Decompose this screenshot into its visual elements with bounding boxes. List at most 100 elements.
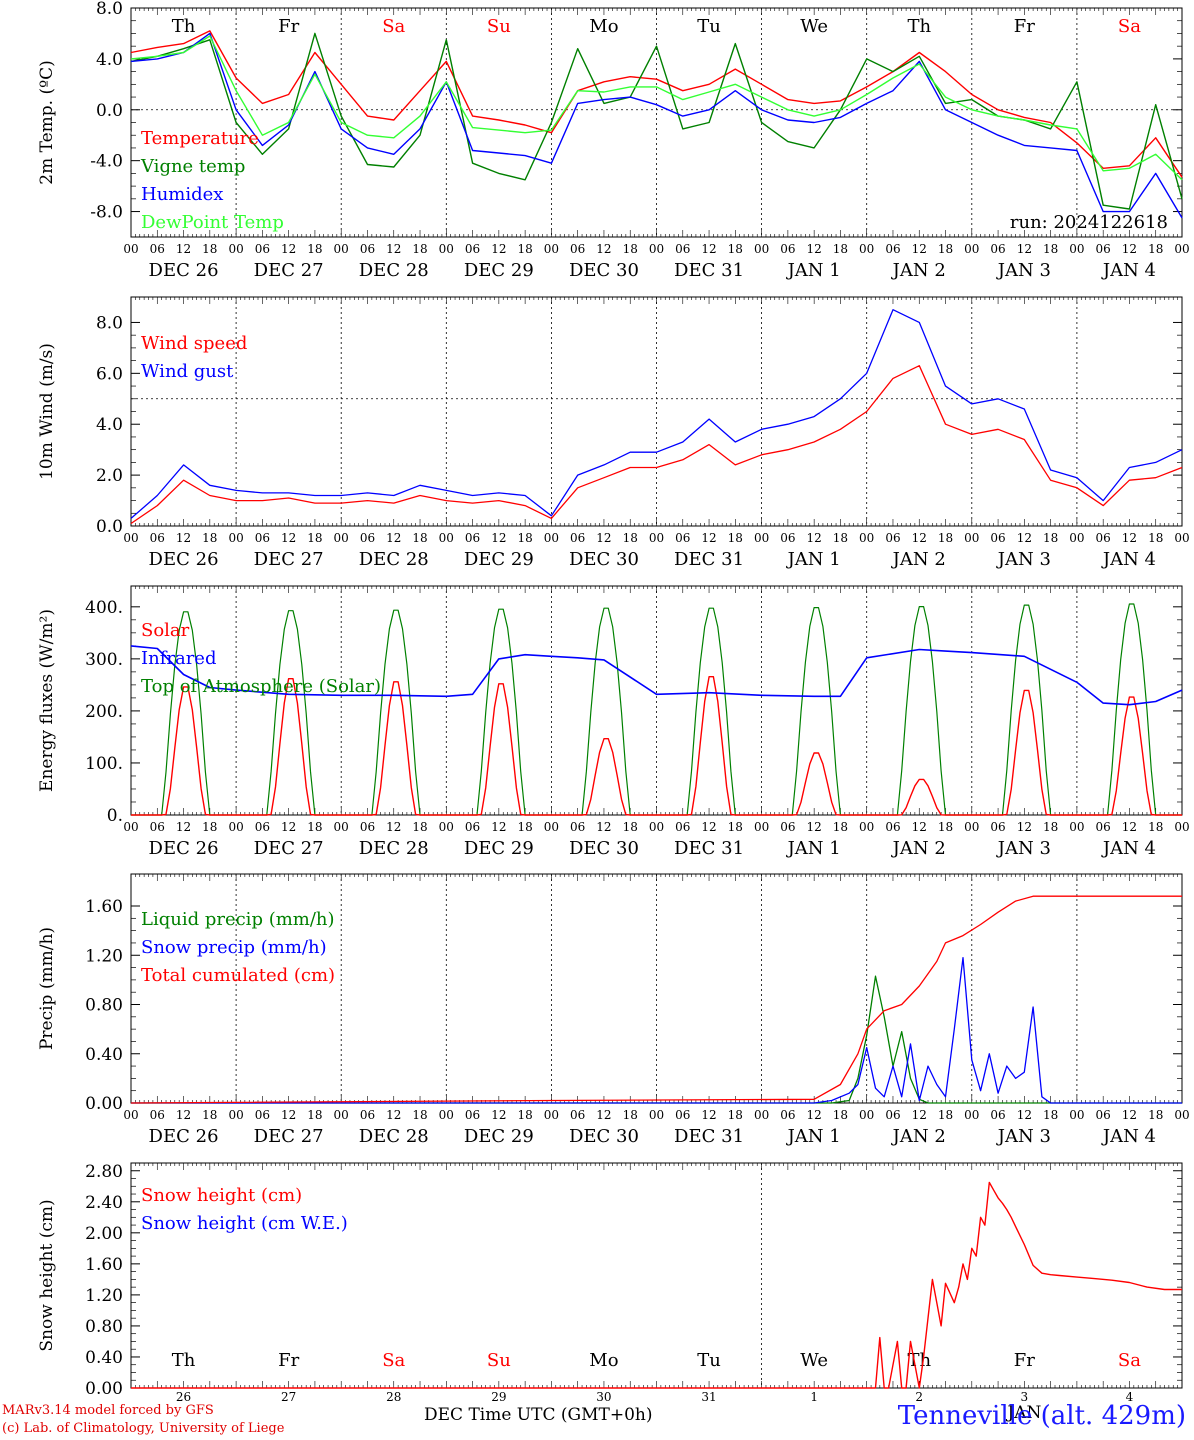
hour-tick-label: 12 <box>701 1108 716 1122</box>
hour-tick-label: 00 <box>859 531 874 545</box>
hour-tick-label: 12 <box>281 1108 296 1122</box>
hour-tick-label: 12 <box>281 820 296 834</box>
hour-tick-label: 18 <box>938 531 953 545</box>
legend-entry: Liquid precip (mm/h) <box>141 909 335 930</box>
hour-tick-label: 06 <box>1096 820 1111 834</box>
hour-tick-label: 18 <box>412 1108 427 1122</box>
hour-tick-label: 06 <box>885 242 900 256</box>
hour-tick-label: 06 <box>360 242 375 256</box>
hour-tick-label: 06 <box>255 1108 270 1122</box>
hour-tick-label: 18 <box>1043 820 1058 834</box>
hour-tick-label: 18 <box>517 531 532 545</box>
y-tick-label: 100. <box>85 754 123 774</box>
hour-tick-label: 18 <box>938 1108 953 1122</box>
hour-tick-label: 06 <box>885 820 900 834</box>
hour-tick-label: 12 <box>386 820 401 834</box>
hour-tick-label: 18 <box>202 1108 217 1122</box>
legend-entry: DewPoint Temp <box>141 212 284 233</box>
hour-tick-label: 00 <box>1174 820 1189 834</box>
hour-tick-label: 00 <box>228 242 243 256</box>
date-label: DEC 28 <box>359 549 429 570</box>
hour-tick-label: 00 <box>859 242 874 256</box>
hour-tick-label: 00 <box>123 1108 138 1122</box>
hour-tick-label: 00 <box>1174 1108 1189 1122</box>
date-label: JAN 1 <box>786 260 841 281</box>
hour-tick-label: 06 <box>675 820 690 834</box>
legend-entry: Solar <box>141 620 190 641</box>
hour-tick-label: 00 <box>754 820 769 834</box>
date-label: DEC 31 <box>674 838 744 859</box>
y-tick-label: 4.0 <box>96 50 123 70</box>
precip-series-line <box>130 895 1182 1104</box>
weekday-label: We <box>800 16 828 37</box>
date-label: JAN 2 <box>891 1126 946 1147</box>
hour-tick-label: 06 <box>885 1108 900 1122</box>
date-label: DEC 28 <box>359 1126 429 1147</box>
weekday-label: Fr <box>1014 16 1035 37</box>
weekday-label: Mo <box>589 1350 618 1371</box>
weekday-label: Sa <box>382 16 405 37</box>
hour-tick-label: 12 <box>1122 1108 1137 1122</box>
hour-tick-label: 18 <box>202 242 217 256</box>
hour-tick-label: 00 <box>754 242 769 256</box>
hour-tick-label: 06 <box>360 531 375 545</box>
hour-tick-label: 12 <box>176 1108 191 1122</box>
hour-tick-label: 06 <box>570 242 585 256</box>
day-number-label: 31 <box>701 1390 716 1404</box>
hour-tick-label: 12 <box>386 531 401 545</box>
y-tick-label: 200. <box>85 702 123 722</box>
hour-tick-label: 12 <box>386 242 401 256</box>
hour-tick-label: 06 <box>780 820 795 834</box>
hour-tick-label: 00 <box>544 820 559 834</box>
y-tick-label: 8.0 <box>96 313 123 333</box>
hour-tick-label: 12 <box>176 242 191 256</box>
weekday-label: We <box>800 1350 828 1371</box>
legend-entry: Top of Atmosphere (Solar) <box>141 676 381 697</box>
legend-entry: Wind gust <box>141 361 234 382</box>
hour-tick-label: 12 <box>596 242 611 256</box>
hour-tick-label: 18 <box>833 820 848 834</box>
y-tick-label: 0.0 <box>96 101 123 121</box>
hour-tick-label: 18 <box>307 242 322 256</box>
hour-tick-label: 00 <box>859 820 874 834</box>
date-label: DEC 26 <box>149 260 219 281</box>
date-label: DEC 26 <box>149 1126 219 1147</box>
date-label: DEC 28 <box>359 260 429 281</box>
date-label: JAN 1 <box>786 1126 841 1147</box>
hour-tick-label: 18 <box>623 242 638 256</box>
legend-entry: Snow precip (mm/h) <box>141 937 327 958</box>
month-label: JAN <box>1005 1403 1041 1423</box>
hour-tick-label: 18 <box>1148 820 1163 834</box>
date-label: DEC 30 <box>569 260 639 281</box>
hour-tick-label: 12 <box>701 820 716 834</box>
hour-tick-label: 00 <box>123 531 138 545</box>
toa-solar-line <box>131 603 1182 816</box>
hour-tick-label: 18 <box>202 820 217 834</box>
time-axis-title: DEC Time UTC (GMT+0h) <box>424 1405 653 1425</box>
hour-tick-label: 06 <box>465 1108 480 1122</box>
legend-entry: Vigne temp <box>140 156 245 177</box>
y-tick-label: 0.80 <box>85 1317 123 1337</box>
date-label: JAN 4 <box>1101 260 1156 281</box>
y-tick-label: 4.0 <box>96 415 123 435</box>
hour-tick-label: 12 <box>596 1108 611 1122</box>
hour-tick-label: 00 <box>334 531 349 545</box>
model-credit: MARv3.14 model forced by GFS <box>2 1403 214 1418</box>
hour-tick-label: 06 <box>990 820 1005 834</box>
hour-tick-label: 18 <box>833 1108 848 1122</box>
day-number-label: 30 <box>596 1390 611 1404</box>
y-tick-label: 0.40 <box>85 1348 123 1368</box>
hour-tick-label: 12 <box>176 820 191 834</box>
hour-tick-label: 06 <box>255 820 270 834</box>
hour-tick-label: 00 <box>439 531 454 545</box>
hour-tick-label: 18 <box>833 531 848 545</box>
hour-tick-label: 18 <box>517 242 532 256</box>
date-label: JAN 4 <box>1101 1126 1156 1147</box>
date-label: DEC 27 <box>254 260 324 281</box>
legend-entry: Humidex <box>141 184 223 205</box>
weekday-label: Tu <box>697 1350 721 1371</box>
y-axis-label: Snow height (cm) <box>37 1199 57 1351</box>
hour-tick-label: 18 <box>1043 242 1058 256</box>
hour-tick-label: 12 <box>1017 531 1032 545</box>
